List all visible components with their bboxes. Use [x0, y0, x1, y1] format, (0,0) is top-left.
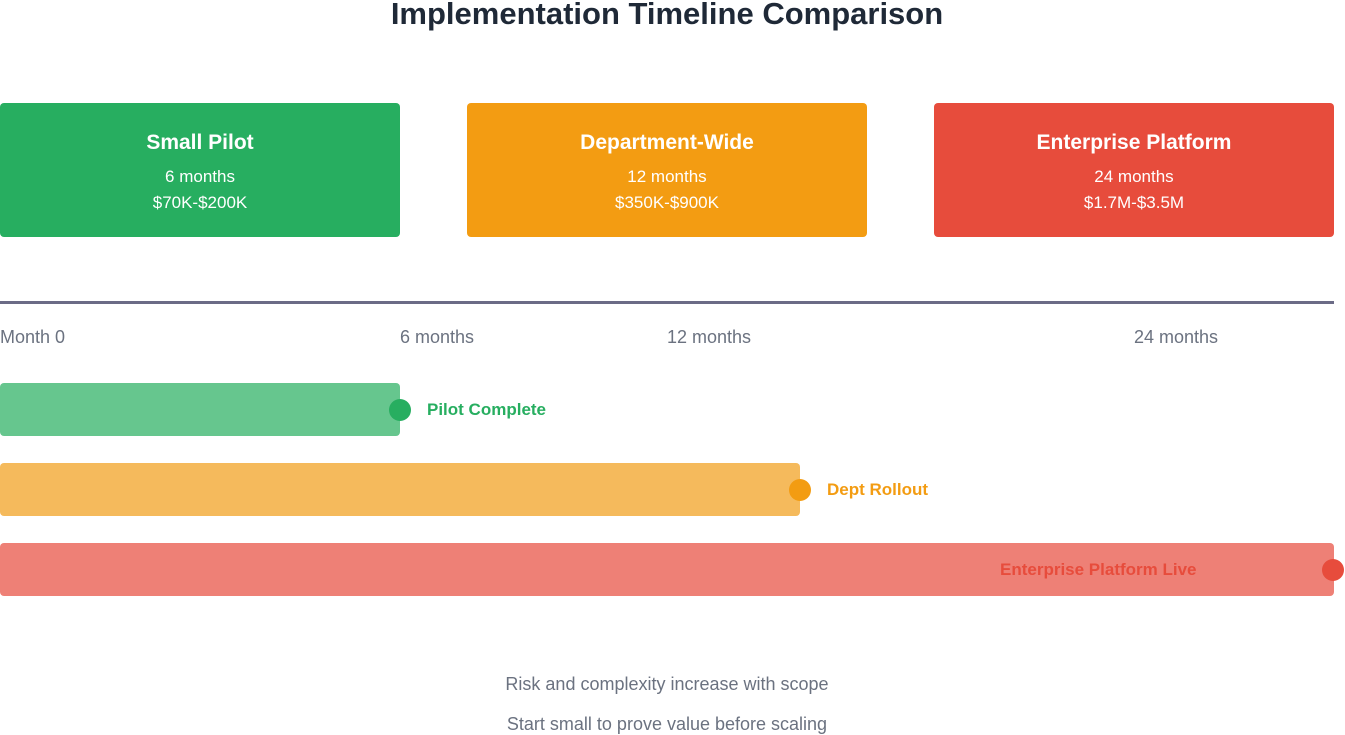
timeline-bar-enterprise: [0, 543, 1334, 596]
card-duration: 12 months: [627, 167, 707, 186]
milestone-label-department: Dept Rollout: [827, 480, 929, 499]
chart-title: Implementation Timeline Comparison: [390, 0, 944, 31]
timeline-bar-department: [0, 463, 800, 516]
card-name: Small Pilot: [146, 131, 254, 154]
card-cost: $350K-$900K: [615, 193, 719, 212]
card-enterprise-platform: Enterprise Platform 24 months $1.7M-$3.5…: [934, 103, 1334, 237]
milestone-label-enterprise: Enterprise Platform Live: [1000, 560, 1197, 579]
card-department-wide: Department-Wide 12 months $350K-$900K: [467, 103, 867, 237]
timeline-axis: [0, 301, 1334, 304]
milestone-marker-pilot: [389, 399, 411, 421]
card-name: Department-Wide: [580, 131, 754, 154]
card-cost: $70K-$200K: [152, 193, 248, 212]
tick-label-24-months: 24 months: [1134, 327, 1219, 347]
tick-label-12-months: 12 months: [667, 327, 752, 347]
milestone-marker-department: [789, 479, 811, 501]
card-duration: 6 months: [165, 167, 235, 186]
tick-label-month-0: Month 0: [0, 327, 66, 347]
card-cost: $1.7M-$3.5M: [1083, 193, 1185, 212]
card-name: Enterprise Platform: [1036, 131, 1232, 154]
card-duration: 24 months: [1094, 167, 1174, 186]
tick-label-6-months: 6 months: [400, 327, 475, 347]
milestone-label-pilot: Pilot Complete: [427, 400, 547, 419]
footer-note-risk: Risk and complexity increase with scope: [505, 674, 829, 694]
timeline-bar-pilot: [0, 383, 400, 436]
footer-note-start-small: Start small to prove value before scalin…: [506, 714, 828, 734]
card-small-pilot: Small Pilot 6 months $70K-$200K: [0, 103, 400, 237]
milestone-marker-enterprise: [1322, 559, 1344, 581]
